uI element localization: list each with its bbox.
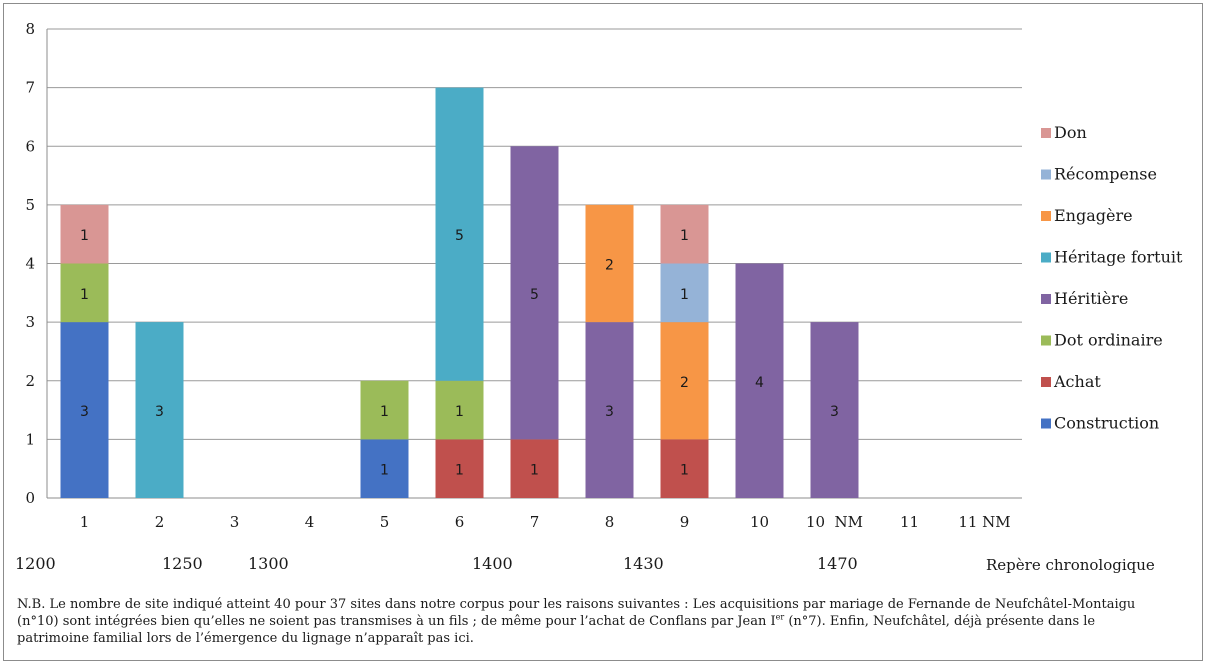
legend-swatch (1041, 418, 1051, 429)
legend-label: Don (1054, 123, 1087, 142)
bar-segment (510, 146, 559, 440)
footnote-superscript: er (775, 612, 785, 622)
bar-segment (135, 322, 184, 498)
data-label: 1 (680, 463, 689, 479)
y-tick-label: 0 (25, 489, 35, 507)
bar-segment (585, 322, 634, 498)
legend-label: Récompense (1054, 165, 1157, 184)
y-tick-label: 3 (25, 313, 35, 331)
legend-swatch (1041, 294, 1051, 304)
chrono-year-1470: 1470 (817, 554, 858, 573)
data-label: 1 (80, 287, 89, 303)
data-label: 1 (680, 228, 689, 244)
x-tick-label: 7 (530, 513, 540, 531)
bar-segment (660, 439, 709, 498)
y-tick-label: 6 (25, 137, 35, 155)
chrono-axis-label: Repère chronologique (986, 556, 1155, 574)
legend-swatch (1041, 128, 1051, 138)
y-tick-label: 4 (25, 255, 35, 273)
data-label: 5 (455, 228, 464, 244)
legend-label: Construction (1054, 414, 1159, 433)
bar-segment (660, 204, 709, 264)
bar-segment (60, 263, 109, 323)
data-label: 5 (530, 287, 539, 303)
legend-swatch (1041, 377, 1051, 387)
bar-segment (585, 204, 634, 323)
y-tick-label: 2 (25, 372, 35, 390)
chrono-year-1400: 1400 (472, 554, 513, 573)
bar-segment (435, 439, 484, 498)
chrono-year-1200: 1200 (15, 554, 56, 573)
data-label: 1 (380, 404, 389, 420)
data-label: 3 (80, 404, 89, 420)
y-tick-label: 5 (25, 196, 35, 214)
x-tick-label: 10 (750, 513, 769, 531)
data-label: 3 (830, 404, 839, 420)
y-tick-label: 1 (25, 430, 35, 448)
x-tick-label: 9 (680, 513, 690, 531)
x-tick-label: 8 (605, 513, 615, 531)
data-label: 1 (380, 463, 389, 479)
data-label: 1 (455, 463, 464, 479)
bar-segment (360, 439, 409, 498)
data-label: 1 (530, 463, 539, 479)
bar-segment (360, 380, 409, 440)
chrono-year-1300: 1300 (248, 554, 289, 573)
bar-segment (510, 439, 559, 498)
x-tick-label: 11 NM (958, 513, 1010, 531)
data-label: 3 (605, 404, 614, 420)
chrono-year-1430: 1430 (623, 554, 664, 573)
x-tick-label: 4 (305, 513, 315, 531)
legend-swatch (1041, 169, 1051, 180)
x-tick-label: 6 (455, 513, 465, 531)
x-tick-label: 2 (155, 513, 165, 531)
x-tick-label: 10 NM (806, 513, 863, 531)
legend-label: Héritière (1054, 289, 1128, 308)
data-label: 1 (80, 228, 89, 244)
x-tick-label: 1 (80, 513, 90, 531)
bar-segment (435, 87, 484, 381)
y-tick-label: 7 (25, 79, 35, 97)
legend-label: Achat (1053, 372, 1101, 391)
data-label: 1 (680, 287, 689, 303)
legend-swatch (1041, 252, 1051, 263)
x-tick-label: 5 (380, 513, 390, 531)
data-label: 1 (455, 404, 464, 420)
footnote: N.B. Le nombre de site indiqué atteint 4… (17, 596, 1147, 647)
legend-swatch (1041, 211, 1051, 221)
bar-segment (810, 322, 859, 498)
data-label: 2 (680, 375, 689, 391)
legend-swatch (1041, 335, 1051, 346)
data-label: 3 (155, 404, 164, 420)
bar-segment (660, 322, 709, 440)
bar-segment (435, 380, 484, 440)
legend-label: Engagère (1054, 206, 1133, 225)
footnote-text: N.B. Le nombre de site indiqué atteint 4… (17, 597, 1136, 629)
bar-segment (60, 322, 109, 498)
legend-label: Héritage fortuit (1054, 248, 1183, 267)
data-label: 4 (755, 375, 764, 391)
legend-label: Dot ordinaire (1054, 331, 1163, 350)
bar-segment (735, 263, 784, 498)
x-tick-label: 3 (230, 513, 240, 531)
bar-segment (60, 204, 109, 264)
data-label: 2 (605, 258, 614, 274)
x-tick-label: 11 (900, 513, 919, 531)
y-tick-label: 8 (25, 20, 35, 38)
footnote-text-end: (n°7). Enfin, Neufchâtel, déjà présente … (17, 614, 1096, 646)
bar-segment (660, 263, 709, 323)
chrono-year-1250: 1250 (162, 554, 203, 573)
